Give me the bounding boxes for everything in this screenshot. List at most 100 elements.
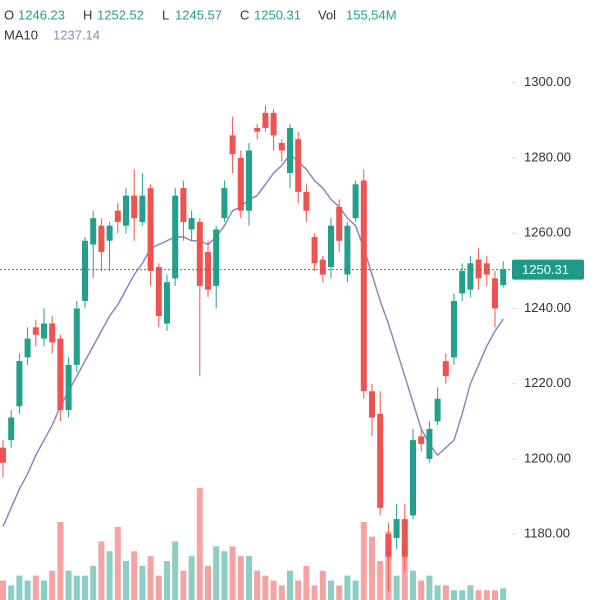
candle-body bbox=[369, 391, 375, 418]
volume-bar bbox=[451, 590, 457, 600]
candle-body bbox=[229, 135, 236, 155]
y-tick-label: 1280.00 bbox=[524, 149, 571, 164]
candle-body bbox=[303, 191, 310, 211]
volume-bar bbox=[483, 590, 490, 600]
candle-body bbox=[24, 338, 31, 358]
candle-body bbox=[188, 218, 195, 230]
label: O bbox=[4, 7, 14, 22]
volume-bar bbox=[500, 588, 507, 600]
candle-body bbox=[139, 195, 146, 222]
candle-body bbox=[270, 112, 277, 136]
volume-bar bbox=[123, 561, 129, 600]
volume-bar bbox=[114, 526, 121, 600]
volume-bar bbox=[49, 570, 56, 600]
candle-body bbox=[172, 195, 179, 279]
volume-bar bbox=[434, 585, 441, 600]
candle-body bbox=[377, 413, 384, 508]
candle-body bbox=[287, 127, 293, 174]
candle-body bbox=[328, 225, 334, 268]
volume-bar bbox=[262, 575, 269, 600]
label: MA10 bbox=[4, 27, 38, 42]
candle-body bbox=[492, 278, 498, 309]
volume-bar bbox=[8, 585, 15, 600]
candle-body bbox=[442, 361, 449, 377]
volume-bar bbox=[492, 590, 498, 600]
label: L bbox=[162, 7, 169, 22]
volume-bar bbox=[467, 585, 474, 600]
candle-body bbox=[336, 206, 343, 241]
candle-body bbox=[426, 428, 433, 459]
candle-body bbox=[90, 218, 97, 245]
candle-body bbox=[483, 263, 490, 275]
volume-bar bbox=[475, 590, 482, 600]
volume-bar bbox=[377, 561, 384, 600]
volume-bar bbox=[139, 565, 146, 600]
volume-bar bbox=[311, 585, 318, 600]
candle-body bbox=[475, 259, 482, 279]
candle-body bbox=[221, 188, 228, 219]
label: C bbox=[240, 7, 249, 22]
volume-bar bbox=[57, 522, 64, 600]
candle-body bbox=[0, 447, 6, 463]
volume-bar bbox=[442, 585, 449, 600]
volume-bar bbox=[188, 556, 195, 600]
candle-body bbox=[344, 225, 351, 275]
value: 155,54M bbox=[346, 7, 397, 22]
candle-body bbox=[98, 225, 105, 253]
volume-bar bbox=[229, 546, 236, 600]
candle-body bbox=[32, 327, 39, 335]
candle-body bbox=[164, 282, 170, 324]
volume-bar bbox=[401, 556, 408, 600]
last-price-label: 1250.31 bbox=[522, 262, 569, 277]
candle-body bbox=[147, 188, 154, 271]
volume-bar bbox=[155, 575, 162, 600]
candle-body bbox=[73, 308, 80, 365]
y-tick-label: 1220.00 bbox=[524, 375, 571, 390]
volume-bar bbox=[16, 575, 23, 600]
volume-bar bbox=[205, 565, 211, 600]
volume-bar bbox=[237, 556, 244, 600]
volume-bar bbox=[360, 522, 367, 600]
volume-bar bbox=[24, 580, 31, 600]
volume-bar bbox=[82, 575, 88, 600]
volume-bar bbox=[303, 565, 310, 600]
candle-body bbox=[410, 440, 416, 516]
candle-body bbox=[123, 195, 129, 226]
candle-body bbox=[8, 417, 15, 441]
volume-bar bbox=[393, 575, 400, 600]
candle-body bbox=[246, 150, 252, 211]
candle-body bbox=[254, 127, 261, 132]
volume-bar bbox=[32, 575, 39, 600]
volume-bar bbox=[254, 570, 261, 600]
value: 1246.23 bbox=[18, 7, 65, 22]
volume-bar bbox=[319, 570, 326, 600]
candle-body bbox=[49, 323, 56, 343]
candle-body bbox=[319, 259, 326, 275]
candle-body bbox=[278, 142, 285, 151]
candle-body bbox=[65, 364, 72, 411]
volume-bar bbox=[164, 561, 170, 600]
candle-body bbox=[57, 338, 64, 411]
candle-body bbox=[352, 184, 359, 219]
value: 1237.14 bbox=[53, 27, 100, 42]
candle-body bbox=[196, 221, 203, 286]
volume-bar bbox=[221, 551, 228, 600]
last-price-box bbox=[512, 259, 584, 280]
value: 1245.57 bbox=[175, 7, 222, 22]
candle-body bbox=[237, 157, 244, 211]
ohlc-header: O 1246.23 H 1252.52 L 1245.57 C 1250.31 … bbox=[4, 7, 397, 42]
candle-body bbox=[360, 180, 367, 392]
label: H bbox=[83, 7, 92, 22]
volume-bar bbox=[418, 580, 425, 600]
candle-body bbox=[205, 252, 211, 290]
value: 1250.31 bbox=[254, 7, 301, 22]
candle-body bbox=[213, 229, 220, 286]
volume-bar bbox=[344, 575, 351, 600]
volume-bar bbox=[0, 580, 6, 600]
volume-bar bbox=[278, 585, 285, 600]
candle-body bbox=[467, 263, 474, 290]
volume-bar bbox=[426, 575, 433, 600]
candle-body bbox=[16, 361, 23, 407]
candle-body bbox=[295, 139, 302, 192]
